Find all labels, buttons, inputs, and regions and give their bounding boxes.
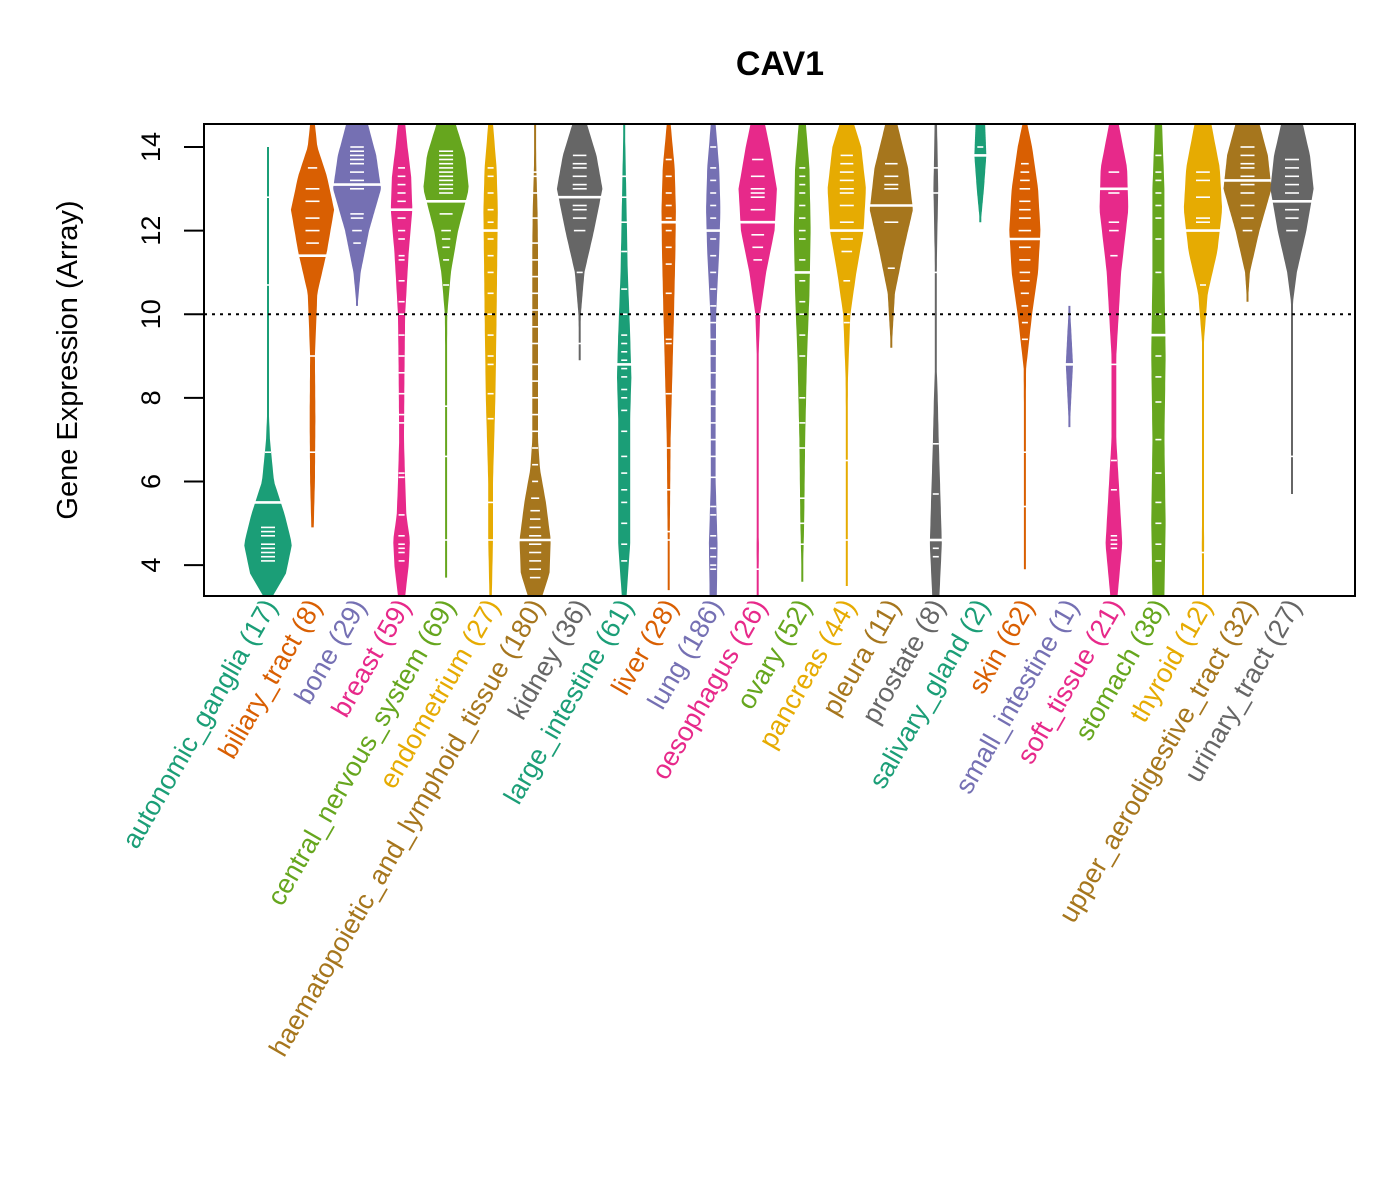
violin-salivary-gland	[973, 124, 988, 223]
violin-breast	[389, 124, 414, 596]
violin-body	[974, 124, 987, 223]
violin-body	[1270, 124, 1314, 494]
violin-skin	[1008, 124, 1041, 570]
violin-upper-aerodigestive-tract	[1223, 124, 1272, 302]
violin-endometrium	[482, 124, 499, 596]
violin-urinary-tract	[1270, 124, 1314, 494]
y-tick-label: 14	[136, 132, 166, 162]
violin-body	[333, 124, 381, 306]
violin-biliary-tract	[290, 124, 335, 528]
violin-body	[706, 124, 721, 596]
violin-stomach	[1150, 124, 1167, 596]
violin-ovary	[793, 124, 811, 582]
chart-title: CAV1	[736, 45, 824, 83]
violin-body	[1099, 124, 1129, 596]
y-tick-label: 10	[136, 299, 166, 329]
violin-liver	[660, 124, 677, 591]
violin-soft-tissue	[1099, 124, 1129, 596]
violin-prostate	[928, 124, 943, 596]
violin-pleura	[869, 124, 914, 348]
violin-body	[519, 124, 551, 596]
violin-body	[738, 124, 777, 596]
violin-body	[1065, 305, 1073, 428]
violin-body	[661, 124, 676, 591]
violin-body	[1009, 124, 1041, 570]
violin-body	[929, 124, 942, 596]
violin-body	[244, 147, 292, 596]
violin-body	[869, 124, 913, 348]
violin-lung	[705, 124, 721, 596]
violin-body	[483, 124, 498, 596]
violin-body	[556, 124, 603, 361]
violin-body	[290, 124, 335, 528]
y-tick-label: 12	[136, 216, 166, 246]
violin-central-nervous-system	[423, 124, 469, 578]
y-axis: 4 6 8 10 12 14	[136, 132, 204, 573]
violins-layer	[244, 124, 1314, 596]
violin-body	[423, 124, 469, 578]
violin-pancreas	[827, 124, 866, 586]
violin-large-intestine	[616, 124, 632, 596]
violin-body	[827, 124, 866, 586]
violin-oesophagus	[738, 124, 777, 596]
violin-body	[793, 124, 811, 582]
plot-frame	[203, 123, 1356, 597]
violin-body	[390, 124, 413, 596]
x-axis-labels: autonomic_ganglia (17)biliary_tract (8)b…	[116, 594, 1307, 1061]
violin-kidney	[556, 124, 603, 361]
violin-body	[1151, 124, 1166, 596]
violin-body	[1223, 124, 1272, 302]
violin-small-intestine	[1064, 305, 1074, 428]
violin-haematopoietic-and-lymphoid-tissue	[518, 124, 552, 596]
violin-autonomic-ganglia	[244, 147, 292, 596]
y-tick-label: 8	[136, 390, 166, 405]
violin-thyroid	[1183, 124, 1222, 596]
y-tick-label: 4	[136, 558, 166, 573]
violin-body	[1183, 124, 1222, 596]
y-axis-label: Gene Expression (Array)	[52, 200, 84, 519]
y-tick-label: 6	[136, 474, 166, 489]
violin-bone	[332, 124, 382, 306]
